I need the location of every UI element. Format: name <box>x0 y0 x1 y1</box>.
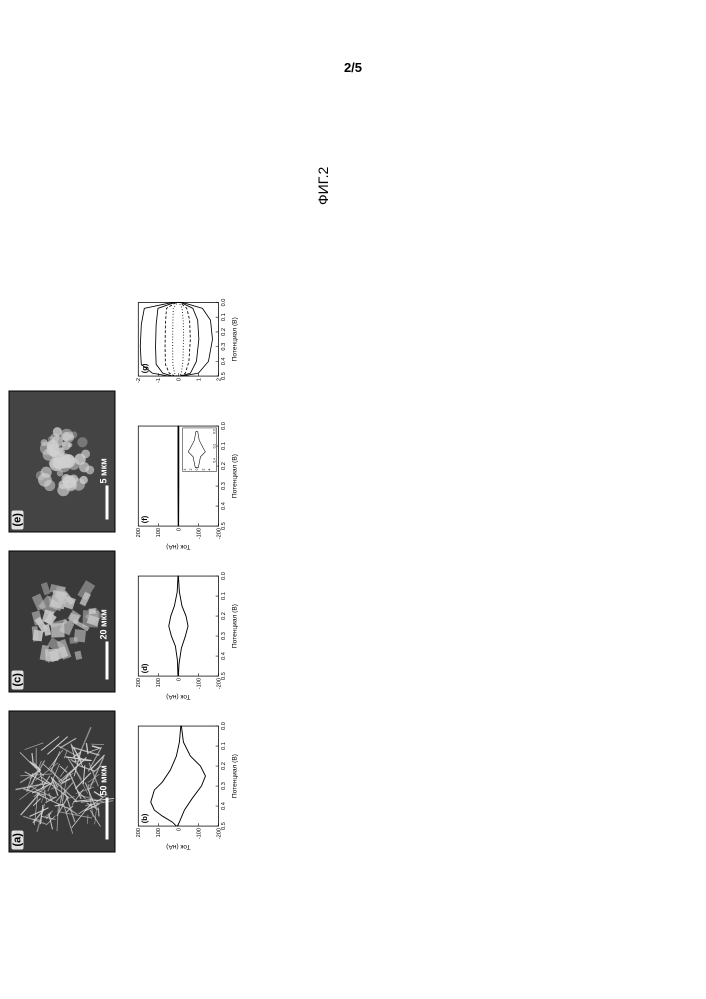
svg-text:0: 0 <box>176 828 182 831</box>
svg-text:0.0: 0.0 <box>221 722 227 730</box>
svg-text:200: 200 <box>136 678 142 687</box>
panel-label-a: (a) <box>12 830 24 849</box>
svg-text:4: 4 <box>183 468 187 470</box>
svg-text:(f): (f) <box>140 515 149 523</box>
svg-text:0.2: 0.2 <box>213 443 217 448</box>
panel-label-c: (c) <box>12 670 24 689</box>
svg-text:100: 100 <box>156 828 162 837</box>
scale-text-a: 50 мкм <box>99 765 109 795</box>
svg-text:0.3: 0.3 <box>221 782 227 790</box>
svg-text:-2: -2 <box>136 378 142 383</box>
svg-text:0.1: 0.1 <box>221 592 227 600</box>
svg-text:Ток (нА): Ток (нА) <box>166 543 190 550</box>
svg-text:0.0: 0.0 <box>221 298 227 306</box>
svg-text:0: 0 <box>176 678 182 681</box>
cv-chart-d: -200-10001002000.50.40.30.20.10.0Ток (нА… <box>128 570 243 702</box>
scale-text-e: 5 мкм <box>99 458 109 483</box>
svg-text:Потенциал (В): Потенциал (В) <box>231 454 238 498</box>
scale-bar-c <box>106 642 109 680</box>
svg-text:0.5: 0.5 <box>221 672 227 680</box>
cv-panel-g: 210-1-20.50.40.30.20.10.0Потенциал (В)(g… <box>128 296 243 402</box>
cv-chart-b: -200-10001002000.50.40.30.20.10.0Ток (нА… <box>128 720 243 852</box>
cv-chart-g: 210-1-20.50.40.30.20.10.0Потенциал (В)(g… <box>128 296 243 402</box>
svg-text:(b): (b) <box>140 813 149 823</box>
cv-chart-f: -200-10001002000.50.40.30.20.10.0Ток (нА… <box>128 420 243 552</box>
cv-row: -200-10001002000.50.40.30.20.10.0Ток (нА… <box>128 297 243 853</box>
svg-text:-4: -4 <box>207 468 211 471</box>
svg-text:0.2: 0.2 <box>221 762 227 770</box>
svg-text:0.0: 0.0 <box>221 422 227 430</box>
svg-text:0: 0 <box>176 378 182 381</box>
svg-text:-100: -100 <box>196 828 202 839</box>
svg-text:0.2: 0.2 <box>221 328 227 336</box>
svg-text:Потенциал (В): Потенциал (В) <box>231 754 238 798</box>
scale-bar-a <box>106 798 109 840</box>
svg-text:-1: -1 <box>156 378 162 383</box>
svg-text:0.5: 0.5 <box>221 372 227 380</box>
svg-text:Потенциал (В): Потенциал (В) <box>231 317 238 361</box>
sem-panel-c: (c) 20 мкм <box>9 551 116 693</box>
svg-text:Потенциал (В): Потенциал (В) <box>231 604 238 648</box>
page-number: 2/5 <box>0 60 706 75</box>
svg-text:0.5: 0.5 <box>221 822 227 830</box>
scale-bar-e <box>106 486 109 520</box>
svg-text:200: 200 <box>136 828 142 837</box>
cv-panel-d: -200-10001002000.50.40.30.20.10.0Ток (нА… <box>128 570 243 702</box>
svg-text:(d): (d) <box>140 663 149 673</box>
svg-text:0.0: 0.0 <box>221 572 227 580</box>
cv-panel-f: -200-10001002000.50.40.30.20.10.0Ток (нА… <box>128 420 243 552</box>
svg-text:-2: -2 <box>201 468 205 471</box>
svg-text:0.3: 0.3 <box>221 632 227 640</box>
svg-text:0.0: 0.0 <box>213 429 217 434</box>
panel-label-e: (e) <box>12 510 24 529</box>
sem-row: (a) 50 мкм (c) 20 мкм (e) 5 мкм <box>9 297 116 853</box>
svg-text:100: 100 <box>156 528 162 537</box>
svg-text:0.5: 0.5 <box>221 522 227 530</box>
svg-text:0.1: 0.1 <box>221 313 227 321</box>
svg-text:100: 100 <box>156 678 162 687</box>
svg-text:0.3: 0.3 <box>221 482 227 490</box>
svg-text:0.2: 0.2 <box>221 462 227 470</box>
svg-text:0.4: 0.4 <box>221 502 227 510</box>
svg-text:Ток (нА): Ток (нА) <box>166 843 190 850</box>
svg-text:0.1: 0.1 <box>221 442 227 450</box>
svg-text:1: 1 <box>196 378 202 381</box>
svg-text:0.4: 0.4 <box>221 652 227 660</box>
svg-text:0.3: 0.3 <box>221 342 227 350</box>
cv-panel-b: -200-10001002000.50.40.30.20.10.0Ток (нА… <box>128 720 243 852</box>
sem-panel-a: (a) 50 мкм <box>9 711 116 853</box>
svg-text:0.4: 0.4 <box>221 802 227 810</box>
svg-text:-100: -100 <box>196 528 202 539</box>
figure-title: ФИГ.2 <box>315 167 331 205</box>
svg-text:0.4: 0.4 <box>221 357 227 365</box>
svg-text:0.1: 0.1 <box>221 742 227 750</box>
svg-text:Ток (нА): Ток (нА) <box>166 693 190 700</box>
svg-text:0.4: 0.4 <box>213 458 217 463</box>
svg-text:-100: -100 <box>196 678 202 689</box>
svg-text:0: 0 <box>176 528 182 531</box>
svg-text:200: 200 <box>136 528 142 537</box>
figure-area: (a) 50 мкм (c) 20 мкм (e) 5 мкм -200-100… <box>9 297 698 853</box>
svg-text:0: 0 <box>195 468 199 470</box>
sem-panel-e: (e) 5 мкм <box>9 391 116 533</box>
svg-text:0.2: 0.2 <box>221 612 227 620</box>
svg-text:2: 2 <box>189 468 193 470</box>
scale-text-c: 20 мкм <box>99 609 109 639</box>
